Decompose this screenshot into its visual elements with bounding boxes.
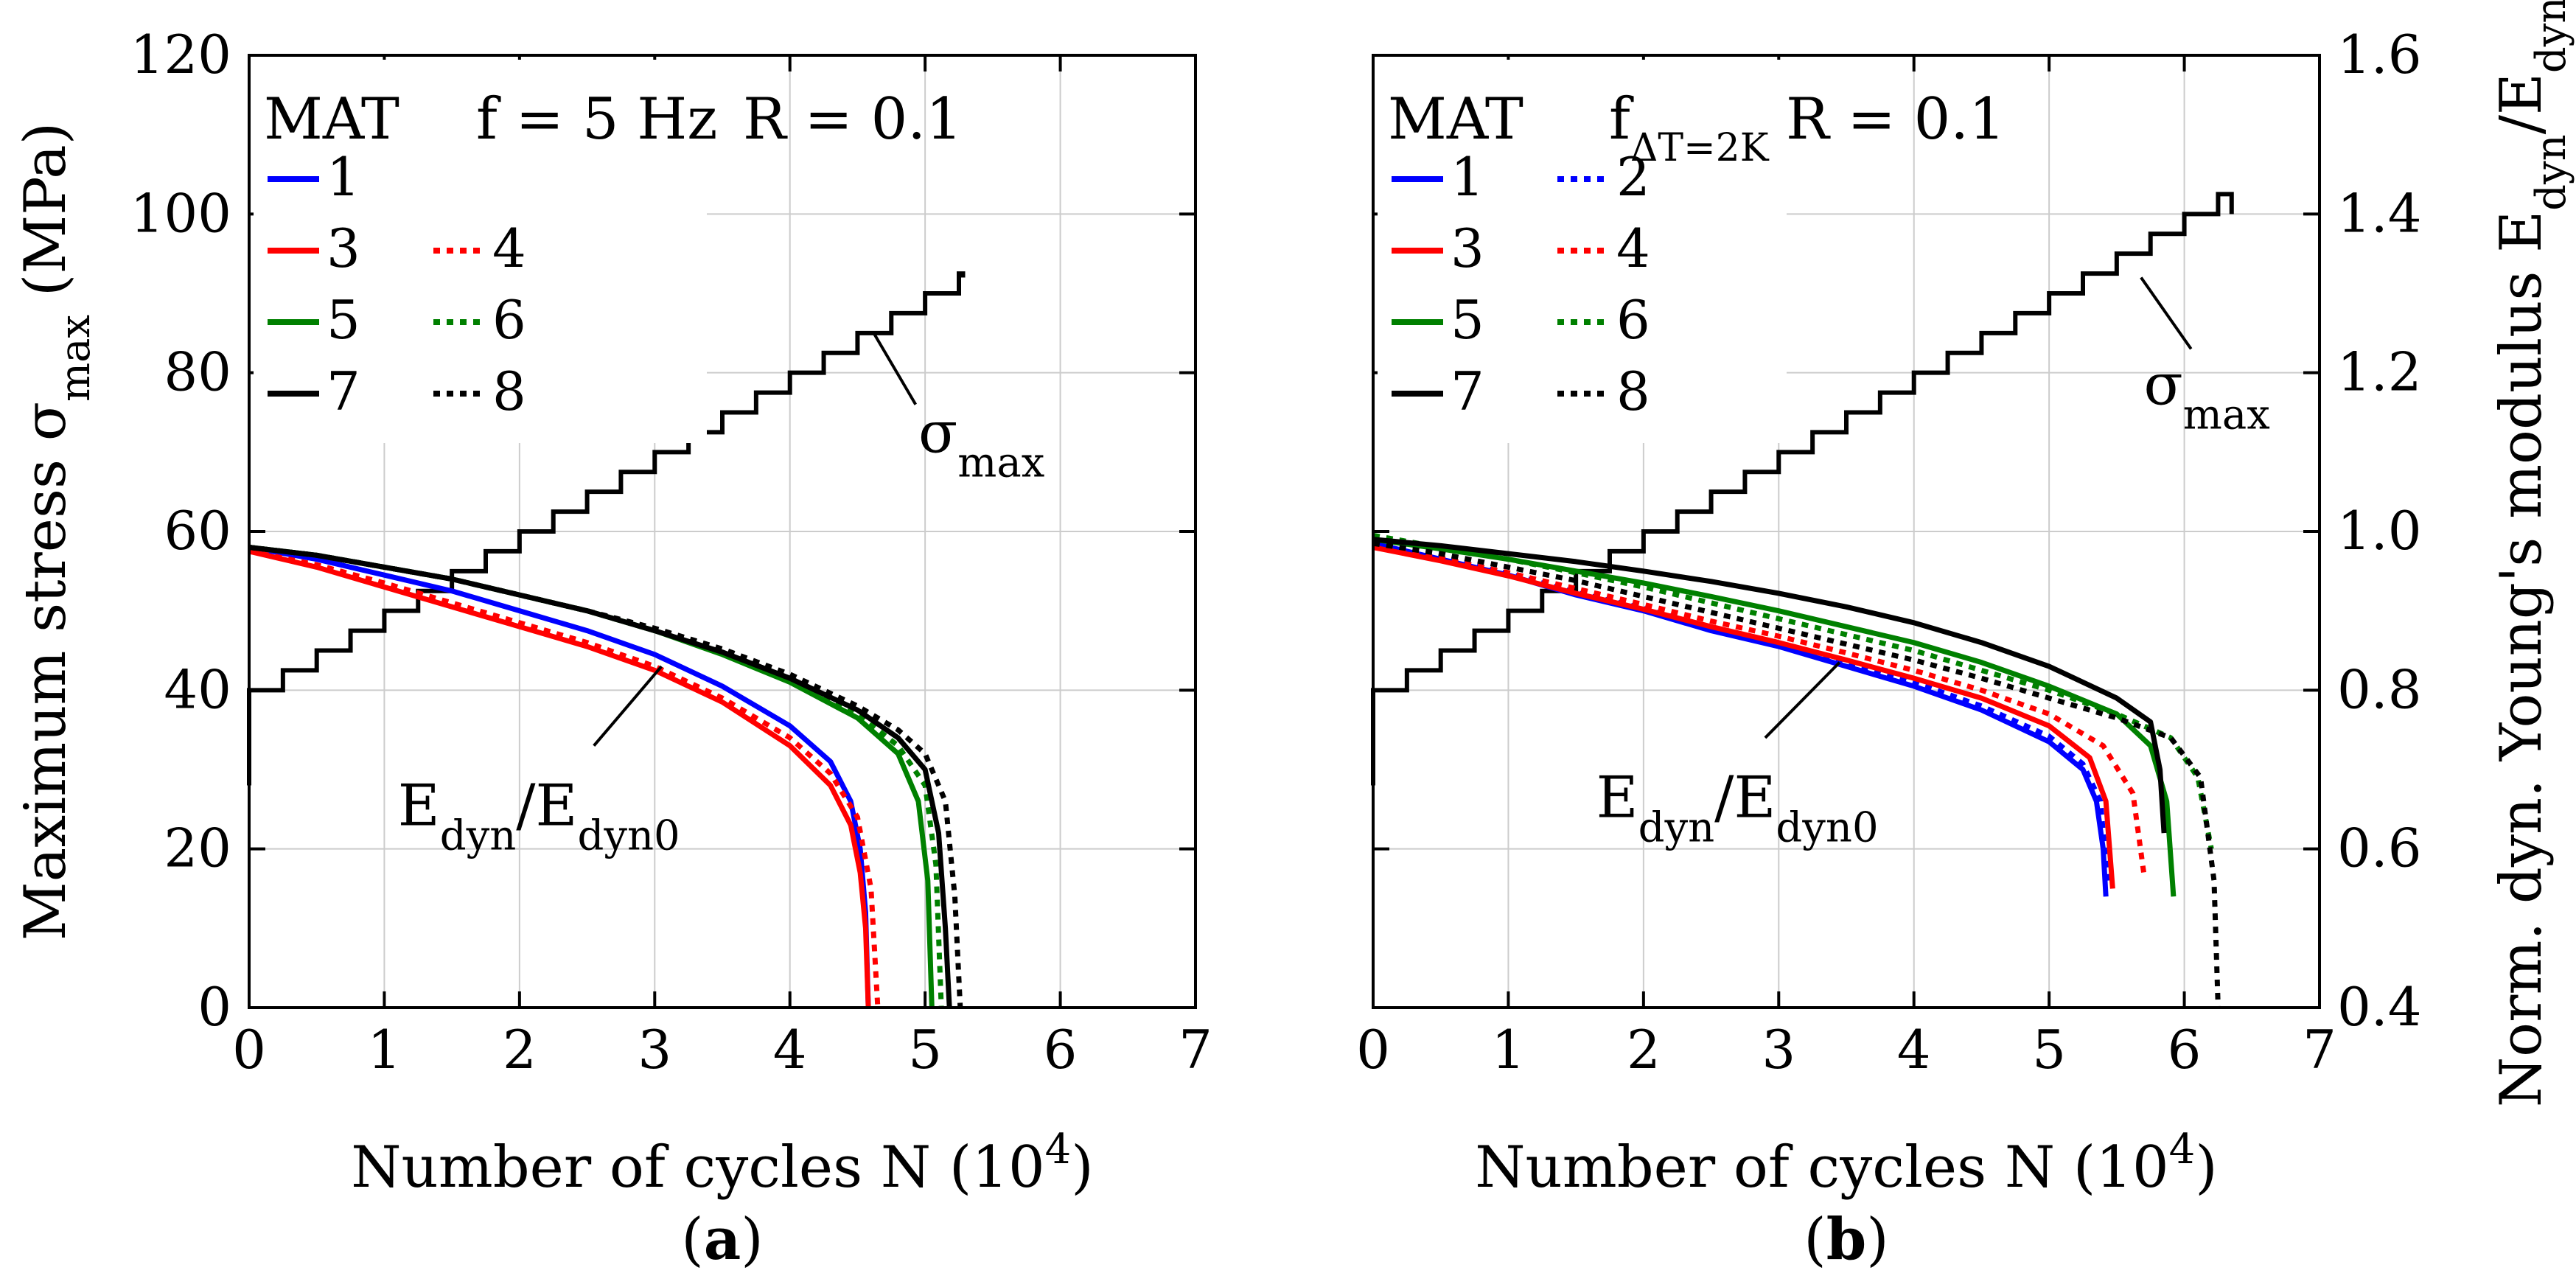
modulus-series-line-3 xyxy=(248,548,871,1008)
modulus-series-line-5 xyxy=(248,545,935,1008)
legend-label-8: 8 xyxy=(1616,360,1650,422)
sigma-max-series-line xyxy=(1371,192,2234,786)
x-tick-label: 2 xyxy=(1627,1019,1661,1081)
y-tick-label-right: 0.6 xyxy=(2337,817,2422,879)
legend-label-6: 6 xyxy=(492,289,526,351)
x-tick-label: 2 xyxy=(503,1019,537,1081)
modulus-series-line-4 xyxy=(1372,545,2147,873)
modulus-series-line-3 xyxy=(1372,545,2115,889)
chart-a-sigma-max-leader-line xyxy=(872,332,918,405)
legend-label-8: 8 xyxy=(492,360,526,422)
modulus-series-line-1 xyxy=(1372,540,2109,897)
chart-panel-b: 0 1 2 3 4 5 6 70.40.60.81.01.21.41.6 MAT fΔT=2K… xyxy=(1356,0,2575,1273)
y-tick-label-left: 60 xyxy=(164,500,231,562)
chart-b-right-y-axis-label: Norm. dyn. Young's modulus Edyn/Edyn0 xyxy=(2488,0,2575,1107)
y-tick-label-right: 1.4 xyxy=(2337,182,2422,244)
x-tick-label: 0 xyxy=(1356,1019,1390,1081)
chart-a-series xyxy=(247,271,966,1008)
legend-label-7: 7 xyxy=(327,360,360,422)
x-tick-label: 6 xyxy=(1044,1019,1078,1081)
chart-b-plot-frame xyxy=(1372,54,2321,1009)
chart-b-ticks: 0 1 2 3 4 5 6 70.40.60.81.01.21.41.6 xyxy=(1356,24,2421,1081)
chart-b-legend-ratio: R = 0.1 xyxy=(1786,86,2006,153)
x-tick-label: 7 xyxy=(1179,1019,1212,1081)
legend-label-1: 1 xyxy=(1451,146,1484,208)
y-tick-label-right: 0.8 xyxy=(2337,658,2422,720)
legend-label-6: 6 xyxy=(1616,289,1650,351)
chart-b-modulus-leader-line xyxy=(1764,661,1841,739)
modulus-series-line-4 xyxy=(248,548,881,1008)
chart-a-legend-frequency: f = 5 Hz xyxy=(476,86,717,153)
chart-b-legend-entries: 1 2 3 4 5 6 7 8 xyxy=(1392,146,1650,422)
chart-b-legend-title: MAT xyxy=(1388,86,1523,153)
chart-a-modulus-annotation: Edyn/Edyn0 xyxy=(398,772,680,859)
legend-label-4: 4 xyxy=(492,217,526,279)
x-tick-label: 0 xyxy=(232,1019,266,1081)
chart-b-sigma-max-leader-line xyxy=(2140,276,2193,350)
modulus-series-line-7 xyxy=(248,545,952,1008)
x-tick-label: 1 xyxy=(368,1019,402,1081)
chart-b-legend-frequency: fΔT=2K xyxy=(1609,86,1770,170)
chart-b-grid xyxy=(1373,55,2320,1008)
y-tick-label-right: 1.6 xyxy=(2337,24,2422,86)
x-tick-label: 6 xyxy=(2168,1019,2202,1081)
chart-b-sigma-max-annotation: σmax xyxy=(2144,352,2270,439)
y-tick-label-left: 20 xyxy=(164,817,231,879)
chart-a-ticks: 0 1 2 3 4 5 6 7 0 20 40 60 80 100 120 xyxy=(130,24,1212,1081)
chart-b-modulus-annotation: Edyn/Edyn0 xyxy=(1596,765,1879,852)
chart-a-modulus-leader-line xyxy=(593,665,663,747)
legend-label-3: 3 xyxy=(327,217,360,279)
chart-panel-a: 0 1 2 3 4 5 6 7 0 20 40 60 80 100 120 MAT f = 5 Hz R =… xyxy=(13,24,1212,1273)
x-tick-label: 5 xyxy=(2032,1019,2066,1081)
x-tick-label: 5 xyxy=(908,1019,942,1081)
y-tick-label-right: 0.4 xyxy=(2337,976,2422,1038)
chart-a-panel-label: (a) xyxy=(681,1206,763,1273)
x-tick-label: 3 xyxy=(1762,1019,1795,1081)
chart-a-legend: MAT f = 5 Hz R = 0.1 1 3 4 5 6 7 8 xyxy=(264,86,963,422)
y-tick-label-left: 40 xyxy=(164,658,231,720)
chart-b-legend: MAT fΔT=2K R = 0.1 1 2 3 4 5 6 7 8 xyxy=(1388,86,2006,422)
legend-label-5: 5 xyxy=(327,289,360,351)
y-tick-label-left: 120 xyxy=(130,24,231,86)
legend-label-4: 4 xyxy=(1616,217,1650,279)
x-tick-label: 4 xyxy=(773,1019,807,1081)
chart-a-legend-title: MAT xyxy=(264,86,399,153)
chart-a-sigma-max-annotation: σmax xyxy=(918,400,1044,486)
x-tick-label: 4 xyxy=(1897,1019,1931,1081)
chart-a-legend-background xyxy=(254,60,707,443)
modulus-series-line-6 xyxy=(1372,532,2214,850)
y-tick-label-left: 80 xyxy=(164,341,231,403)
chart-a-legend-ratio: R = 0.1 xyxy=(743,86,963,153)
chart-a-x-axis-label: Number of cycles N (104) xyxy=(351,1126,1093,1201)
x-tick-label: 1 xyxy=(1492,1019,1526,1081)
legend-label-7: 7 xyxy=(1451,360,1484,422)
y-tick-label-right: 1.0 xyxy=(2337,500,2422,562)
modulus-series-line-7 xyxy=(1372,537,2167,834)
legend-label-5: 5 xyxy=(1451,289,1484,351)
y-tick-label-left: 0 xyxy=(198,976,231,1038)
chart-b-legend-background xyxy=(1378,60,1787,443)
x-tick-label: 3 xyxy=(638,1019,671,1081)
modulus-series-line-8 xyxy=(248,545,963,1008)
y-tick-label-left: 100 xyxy=(130,182,231,244)
modulus-series-line-1 xyxy=(248,545,871,1008)
chart-b-panel-label: (b) xyxy=(1804,1206,1888,1273)
modulus-series-line-8 xyxy=(1372,540,2221,1008)
y-tick-label-right: 1.2 xyxy=(2337,341,2422,403)
chart-b-x-axis-label: Number of cycles N (104) xyxy=(1475,1126,2217,1201)
chart-a-plot-frame xyxy=(248,54,1197,1009)
legend-label-3: 3 xyxy=(1451,217,1484,279)
x-tick-label: 7 xyxy=(2303,1019,2336,1081)
legend-label-2: 2 xyxy=(1616,146,1650,208)
legend-label-1: 1 xyxy=(327,146,360,208)
chart-a-y-axis-label: Maximum stress σmax (MPa) xyxy=(13,122,100,941)
chart-b-series xyxy=(1371,192,2234,1008)
chart-a-legend-entries: 1 3 4 5 6 7 8 xyxy=(268,146,526,422)
